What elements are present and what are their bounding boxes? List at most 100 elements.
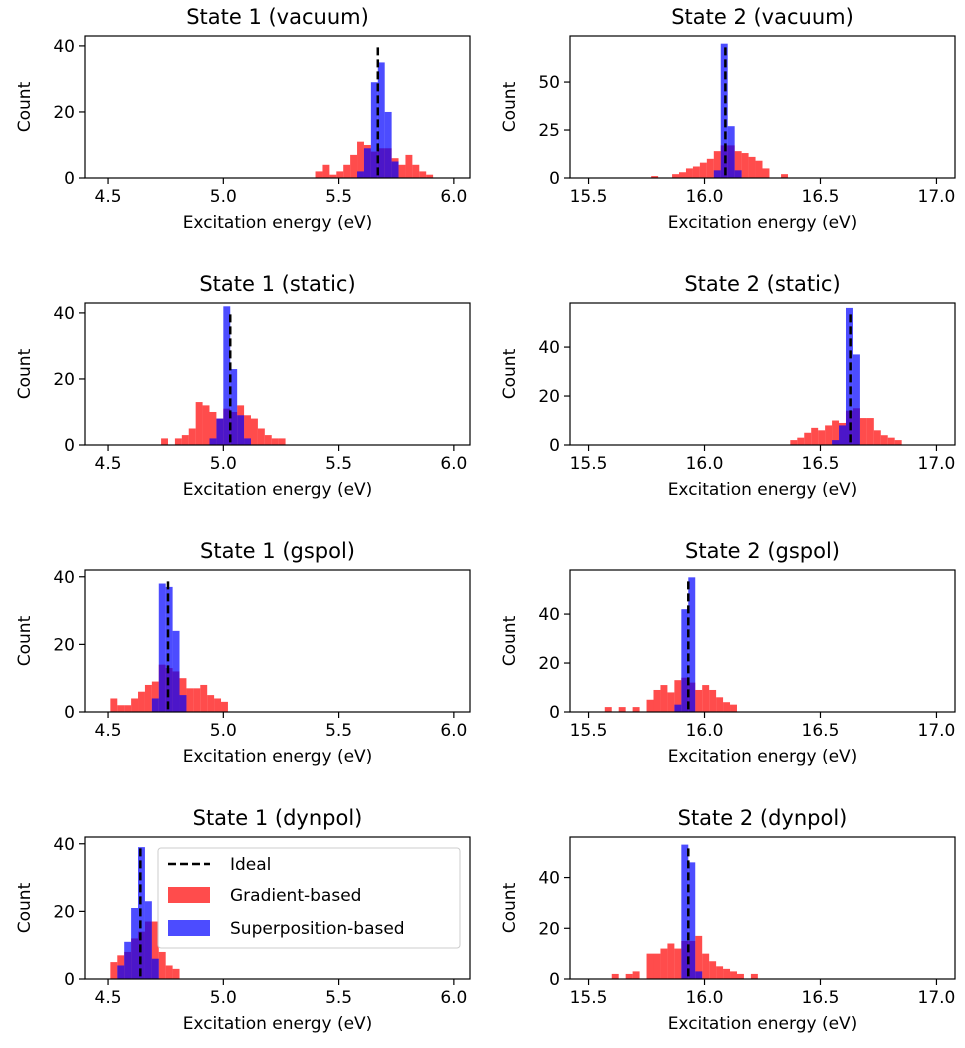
panel-title: State 1 (static): [199, 272, 355, 296]
gradient-bar: [653, 953, 661, 979]
x-tick-label: 15.5: [570, 721, 608, 741]
x-tick-label: 6.0: [440, 187, 467, 207]
x-tick-label: 16.0: [686, 454, 724, 474]
axes-frame: [569, 302, 956, 446]
panel-title: State 2 (gspol): [685, 539, 840, 563]
gradient-bar: [674, 680, 682, 712]
y-tick-label: 20: [538, 919, 560, 939]
legend-superposition-swatch: [168, 920, 210, 936]
gradient-bar: [646, 953, 654, 979]
chart-panel-8: State 2 (dynpol) 15.5 16.0 16.5 17.0 0 20 40 Exc…: [500, 806, 956, 1034]
superposition-bar: [391, 161, 399, 178]
y-axis-label: Count: [500, 615, 520, 666]
panel-title: State 1 (dynpol): [193, 806, 363, 830]
gradient-bar: [151, 921, 159, 979]
x-tick-label: 5.0: [210, 454, 237, 474]
gradient-bar: [221, 701, 228, 712]
gradient-bar: [209, 411, 217, 445]
superposition-bar: [209, 438, 217, 445]
gradient-bar: [161, 438, 168, 445]
gradient-bar: [195, 402, 203, 445]
superposition-bar: [377, 62, 385, 178]
x-tick-label: 17.0: [918, 454, 956, 474]
y-tick-label: 20: [53, 103, 75, 123]
superposition-bar: [681, 609, 689, 712]
chart-panel-5: State 1 (gspol) 4.5 5.0 5.5 6.0 0 20 40 Excitati…: [15, 539, 471, 767]
superposition-bar: [688, 577, 696, 712]
gradient-bar: [734, 151, 742, 178]
gradient-bar: [755, 160, 763, 178]
gradient-bar: [762, 168, 770, 178]
y-tick-label: 40: [53, 304, 75, 324]
x-tick-label: 16.5: [802, 187, 840, 207]
legend-box: [157, 847, 461, 949]
gradient-bar: [651, 176, 659, 178]
gradient-bar: [804, 432, 812, 445]
gradient-bar: [188, 428, 196, 445]
gradient-bar: [193, 688, 201, 712]
gradient-bar: [350, 154, 358, 178]
gradient-bar: [832, 420, 840, 445]
y-tick-label: 0: [549, 436, 560, 456]
x-tick-label: 5.0: [210, 187, 237, 207]
panel-title: State 1 (vacuum): [186, 5, 369, 29]
gradient-bar: [730, 704, 737, 712]
x-tick-label: 16.0: [686, 988, 724, 1008]
gradient-bar: [702, 685, 710, 712]
axes-frame: [84, 302, 471, 446]
x-axis-label: Excitation energy (eV): [668, 480, 858, 500]
gradient-bar: [672, 174, 680, 178]
gradient-bar: [322, 164, 330, 178]
x-tick-label: 15.5: [570, 988, 608, 1008]
superposition-bar: [158, 583, 166, 712]
gradient-bar: [405, 154, 413, 178]
panel-title: State 2 (vacuum): [671, 5, 854, 29]
gradient-bar: [264, 435, 272, 445]
gradient-bar: [706, 158, 714, 178]
gradient-bar: [667, 943, 675, 979]
superposition-bar: [179, 695, 187, 712]
legend-ideal-label: Ideal: [230, 855, 271, 875]
superposition-bar: [727, 126, 735, 178]
gradient-bar: [887, 437, 895, 445]
bars-group: [110, 583, 228, 712]
gradient-bar: [611, 973, 619, 979]
superposition-bar: [674, 704, 682, 712]
superposition-bar: [244, 438, 251, 445]
x-axis-label: Excitation energy (eV): [668, 213, 858, 233]
gradient-bar: [730, 971, 737, 979]
gradient-bar: [244, 415, 251, 445]
x-tick-label: 16.0: [686, 187, 724, 207]
x-tick-label: 5.0: [210, 721, 237, 741]
superposition-bar: [370, 82, 378, 178]
superposition-bar: [216, 418, 224, 445]
gradient-bar: [736, 973, 744, 979]
gradient-bar: [625, 973, 633, 979]
x-tick-label: 6.0: [440, 988, 467, 1008]
axes-frame: [569, 569, 956, 713]
gradient-bar: [695, 935, 703, 979]
gradient-bar: [181, 435, 189, 445]
gradient-bar: [646, 699, 654, 712]
gradient-bar: [357, 141, 364, 178]
gradient-bar: [709, 689, 717, 712]
x-tick-label: 16.5: [802, 988, 840, 1008]
bars-group: [315, 62, 434, 178]
y-axis-label: Count: [15, 81, 35, 132]
gradient-bar: [632, 707, 640, 712]
gradient-bar: [257, 428, 265, 445]
superposition-bar: [357, 171, 364, 178]
y-tick-label: 40: [53, 37, 75, 57]
gradient-bar: [250, 418, 258, 445]
bars-group: [161, 306, 286, 445]
gradient-bar: [880, 435, 888, 445]
gradient-bar: [138, 691, 145, 712]
gradient-bar: [873, 430, 881, 445]
y-axis-label: Count: [500, 882, 520, 933]
gradient-bar: [702, 953, 710, 979]
superposition-bar: [151, 698, 159, 712]
x-tick-label: 17.0: [918, 187, 956, 207]
x-tick-label: 5.5: [325, 988, 352, 1008]
legend-superposition-label: Superposition-based: [230, 919, 405, 939]
gradient-bar: [604, 707, 612, 712]
